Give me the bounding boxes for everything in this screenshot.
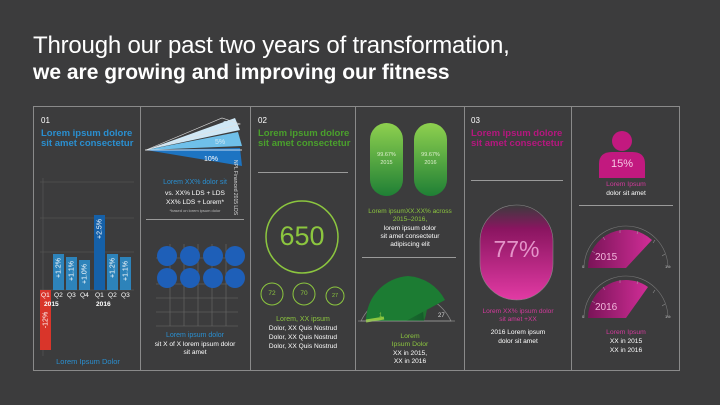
tick-label: Q4	[80, 292, 89, 299]
section-footer: Lorem Ipsum Dolor	[56, 357, 120, 366]
title-line-1: Through our past two years of transforma…	[33, 32, 510, 59]
pills-heading: Lorem ipsumXX.XX% across	[368, 208, 452, 215]
person-heading: Lorem Ipsum	[606, 181, 646, 188]
tick-label: Q2	[54, 292, 63, 299]
gauge-min: 1	[379, 313, 383, 319]
divider	[571, 106, 572, 371]
caption-line: Dolor, XX Quis Nostrud	[268, 343, 338, 350]
gauge-year: 2016	[595, 302, 618, 313]
gauge-max: 27	[438, 313, 445, 319]
pills-heading: 2015–2016,	[392, 216, 428, 223]
section-number: 02	[258, 116, 267, 125]
pill-year: 2016	[424, 160, 437, 166]
gauge-year: 2015	[595, 252, 618, 263]
divider	[250, 106, 251, 371]
wedge-heading: Lorem XX% dolor sit	[163, 179, 227, 186]
gauge-scale-min: 0	[582, 314, 585, 319]
year-label: 2015	[44, 301, 59, 308]
section-number: 01	[41, 116, 50, 125]
gauges-text: XX in 2016	[609, 347, 643, 354]
section-heading: Lorem ipsum dolore sit amet consectetur	[471, 128, 564, 149]
divider	[362, 257, 456, 258]
caption-heading: Lorem, XX ipsum	[276, 316, 330, 323]
percent-caption: Lorem XX% ipsum dolor	[482, 308, 554, 315]
big-number: 650	[279, 221, 325, 251]
divider	[464, 106, 465, 371]
bar	[40, 290, 51, 350]
caption-line: Dolor, XX Quis Nostrud	[268, 334, 338, 341]
circle-value: 27	[331, 293, 339, 299]
divider	[146, 219, 244, 220]
percent-caption: sit amet +XX	[499, 316, 537, 323]
gauge-text: XX in 2015,	[392, 350, 428, 357]
wedge-label: 2%	[223, 121, 234, 128]
title-line-2: we are growing and improving our fitness	[33, 61, 450, 84]
pill-value: 99.67%	[377, 152, 396, 158]
divider	[258, 172, 348, 173]
pills-text: sit amet consectetur	[380, 233, 440, 240]
percent-text: 2016 Lorem ipsum	[490, 329, 546, 336]
pills-text: lorem ipsum dolor	[383, 225, 437, 232]
tick-label: Q3	[67, 292, 76, 299]
divider	[140, 106, 141, 371]
section-heading: Lorem ipsum dolore sit amet consectetur	[258, 128, 351, 149]
gauges-text: XX in 2015	[609, 338, 643, 345]
divider	[579, 205, 673, 206]
year-label: 2016	[96, 301, 111, 308]
wedge-footnote: *based on lorem ipsum dolor	[169, 208, 221, 213]
tick-label: Q1	[41, 292, 50, 299]
tick-label: Q2	[108, 292, 117, 299]
gauge-scale-max: 1½	[665, 314, 671, 319]
gauge-scale-min: 0	[582, 264, 585, 269]
gauge-caption: Lorem	[400, 333, 420, 340]
bar	[66, 257, 77, 290]
pill-year: 2015	[380, 160, 393, 166]
wedge-text: XX% LDS + Lorem*	[165, 199, 225, 206]
infographic-frame	[33, 106, 680, 371]
gauge-text: XX in 2016	[393, 358, 427, 365]
grid-heading: Lorem ipsum dolor	[166, 332, 224, 339]
caption-line: Dolor, XX Quis Nostrud	[268, 325, 338, 332]
person-percent: 15%	[610, 158, 634, 170]
big-percent: 77%	[493, 236, 540, 262]
circle-value: 72	[268, 290, 276, 297]
tick-label: Q1	[95, 292, 104, 299]
divider	[471, 180, 563, 181]
tick-label: Q3	[121, 292, 130, 299]
wedge-label: 5%	[215, 139, 226, 146]
wedge-text: vs. XX% LDS + LDS	[165, 190, 225, 197]
section-number: 03	[471, 116, 480, 125]
gauges-caption: Lorem Ipsum	[606, 329, 646, 336]
person-text: dolor sit amet	[606, 190, 646, 197]
grid-text: sit amet	[183, 349, 207, 356]
percent-text: dolor sit amet	[498, 338, 538, 345]
gauge-caption: Ipsum Dolor	[391, 341, 429, 348]
section-heading: Lorem ipsum dolore sit amet consectetur	[41, 128, 134, 149]
bar	[53, 254, 64, 290]
grid-text: sit X of X lorem ipsum dolor	[154, 341, 236, 348]
bar	[120, 257, 131, 290]
bar	[79, 260, 90, 290]
gauge-scale-max: 1½	[665, 264, 671, 269]
divider	[355, 106, 356, 371]
bar	[107, 254, 118, 290]
circle-value: 70	[300, 290, 308, 297]
wedge-label: 10%	[204, 156, 219, 163]
pills-text: adipiscing elit	[390, 241, 430, 248]
pill-value: 99.67%	[421, 152, 440, 158]
bar	[94, 215, 105, 290]
